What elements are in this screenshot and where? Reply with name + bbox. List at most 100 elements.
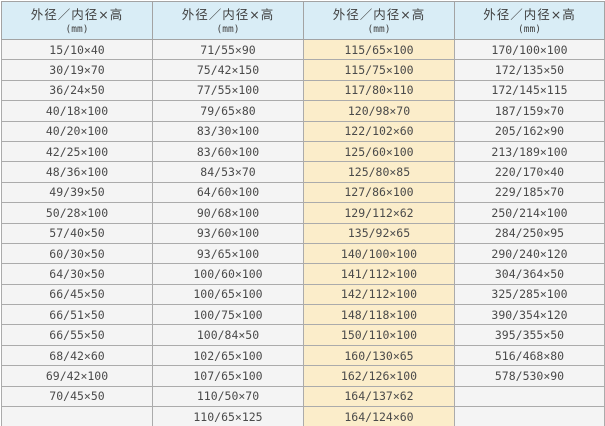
header-label: 外径／内径×高 xyxy=(483,6,576,22)
table-row: 42/25×100 83/60×100 125/60×100 213/189×100 xyxy=(1,140,605,163)
table-row: 60/30×50 93/65×100 140/100×100 290/240×120 xyxy=(1,242,605,265)
table-row: 66/55×50 100/84×50 150/110×100 395/355×50 xyxy=(1,324,605,346)
header-cell-col1: 外径／内径×高 (mm) xyxy=(1,1,153,40)
table-cell: 100/84×50 xyxy=(152,324,304,346)
table-row: 36/24×50 77/55×100 117/80×110 172/145×115 xyxy=(1,79,605,102)
table-cell: 172/145×115 xyxy=(454,79,605,102)
table-cell: 57/40×50 xyxy=(1,222,153,244)
table-cell: 390/354×120 xyxy=(454,304,605,326)
table-cell: 284/250×95 xyxy=(454,222,605,244)
table-row: 15/10×40 71/55×90 115/65×100 170/100×100 xyxy=(1,38,605,61)
table-cell: 50/28×100 xyxy=(1,202,153,224)
table-cell xyxy=(454,385,605,408)
table-cell: 66/45×50 xyxy=(1,283,153,306)
table-row: 66/51×50 100/75×100 148/118×100 390/354×120 xyxy=(1,304,605,326)
table-cell: 117/80×110 xyxy=(303,79,455,102)
table-cell: 84/53×70 xyxy=(152,161,304,183)
table-cell: 40/20×100 xyxy=(1,120,153,142)
table-row: 57/40×50 93/60×100 135/92×65 284/250×95 xyxy=(1,222,605,244)
table-cell: 127/86×100 xyxy=(303,181,455,204)
header-cell-col2: 外径／内径×高 (mm) xyxy=(152,1,304,40)
table-cell: 516/468×80 xyxy=(454,344,605,367)
table-row: 49/39×50 64/60×100 127/86×100 229/185×70 xyxy=(1,181,605,204)
table-cell: 40/18×100 xyxy=(1,100,153,122)
table-cell: 172/135×50 xyxy=(454,59,605,81)
table-cell: 115/65×100 xyxy=(303,38,455,61)
header-cell-col3: 外径／内径×高 (mm) xyxy=(303,1,455,40)
table-cell: 64/30×50 xyxy=(1,263,153,285)
table-cell: 125/60×100 xyxy=(303,140,455,163)
table-row: 50/28×100 90/68×100 129/112×62 250/214×100 xyxy=(1,202,605,224)
table-cell: 66/55×50 xyxy=(1,324,153,346)
table-cell: 187/159×70 xyxy=(454,100,605,122)
table-cell: 141/112×100 xyxy=(303,263,455,285)
table-cell: 325/285×100 xyxy=(454,283,605,306)
table-cell: 30/19×70 xyxy=(1,59,153,81)
table-cell: 68/42×60 xyxy=(1,344,153,367)
table-cell: 107/65×100 xyxy=(152,365,304,387)
table-cell: 83/30×100 xyxy=(152,120,304,142)
table-cell: 250/214×100 xyxy=(454,202,605,224)
table-row: 70/45×50 110/50×70 164/137×62 xyxy=(1,385,605,408)
table-cell: 49/39×50 xyxy=(1,181,153,204)
table-cell xyxy=(1,406,153,426)
table-cell: 90/68×100 xyxy=(152,202,304,224)
table-cell: 36/24×50 xyxy=(1,79,153,102)
header-unit-label: (mm) xyxy=(216,23,240,35)
table-cell: 125/80×85 xyxy=(303,161,455,183)
table-cell: 162/126×100 xyxy=(303,365,455,387)
table-cell: 205/162×90 xyxy=(454,120,605,142)
table-cell: 142/112×100 xyxy=(303,283,455,306)
table-cell: 60/30×50 xyxy=(1,242,153,265)
table-row: 66/45×50 100/65×100 142/112×100 325/285×100 xyxy=(1,283,605,306)
header-label: 外径／内径×高 xyxy=(181,6,275,22)
table-cell: 290/240×120 xyxy=(454,242,605,265)
table-cell: 140/100×100 xyxy=(303,242,455,265)
header-row: 外径／内径×高 (mm) 外径／内径×高 (mm) 外径／内径×高 (mm) 外… xyxy=(1,1,605,40)
table-row: 40/20×100 83/30×100 122/102×60 205/162×90 xyxy=(1,120,605,142)
table-cell: 120/98×70 xyxy=(303,100,455,122)
table-cell: 77/55×100 xyxy=(152,79,304,102)
header-cell-col4: 外径／内径×高 (mm) xyxy=(454,1,605,40)
table-body: 15/10×40 71/55×90 115/65×100 170/100×100 30/… xyxy=(1,38,605,426)
table-cell: 15/10×40 xyxy=(1,38,153,61)
table-cell: 150/110×100 xyxy=(303,324,455,346)
table-cell: 75/42×150 xyxy=(152,59,304,81)
table-cell: 160/130×65 xyxy=(303,344,455,367)
table-cell: 110/65×125 xyxy=(152,406,304,426)
table-cell: 83/60×100 xyxy=(152,140,304,163)
header-label: 外径／内径×高 xyxy=(332,6,426,22)
table-row: 30/19×70 75/42×150 115/75×100 172/135×50 xyxy=(1,59,605,81)
table-cell: 71/55×90 xyxy=(152,38,304,61)
table-cell: 102/65×100 xyxy=(152,344,304,367)
table-head: 外径／内径×高 (mm) 外径／内径×高 (mm) 外径／内径×高 (mm) 外… xyxy=(1,1,605,40)
table-cell: 135/92×65 xyxy=(303,222,455,244)
table-cell: 395/355×50 xyxy=(454,324,605,346)
table-row: 69/42×100 107/65×100 162/126×100 578/530×90 xyxy=(1,365,605,387)
table-cell: 164/137×62 xyxy=(303,385,455,408)
table-cell: 42/25×100 xyxy=(1,140,153,163)
table-cell: 66/51×50 xyxy=(1,304,153,326)
table-cell: 170/100×100 xyxy=(454,38,605,61)
header-unit-label: (mm) xyxy=(518,23,541,35)
table-cell xyxy=(454,406,605,426)
table-cell: 213/189×100 xyxy=(454,140,605,163)
table-row: 64/30×50 100/60×100 141/112×100 304/364×50 xyxy=(1,263,605,285)
header-label: 外径／内径×高 xyxy=(30,6,124,22)
table-row: 68/42×60 102/65×100 160/130×65 516/468×80 xyxy=(1,344,605,367)
table-cell: 70/45×50 xyxy=(1,385,153,408)
header-unit-label: (mm) xyxy=(65,23,89,35)
table-row: 40/18×100 79/65×80 120/98×70 187/159×70 xyxy=(1,100,605,122)
table-cell: 148/118×100 xyxy=(303,304,455,326)
table-cell: 64/60×100 xyxy=(152,181,304,204)
table-cell: 164/124×60 xyxy=(303,406,455,426)
table-cell: 100/60×100 xyxy=(152,263,304,285)
table-cell: 129/112×62 xyxy=(303,202,455,224)
table-cell: 115/75×100 xyxy=(303,59,455,81)
table-cell: 79/65×80 xyxy=(152,100,304,122)
table-cell: 122/102×60 xyxy=(303,120,455,142)
table-row: 48/36×100 84/53×70 125/80×85 220/170×40 xyxy=(1,161,605,183)
table-cell: 100/75×100 xyxy=(152,304,304,326)
